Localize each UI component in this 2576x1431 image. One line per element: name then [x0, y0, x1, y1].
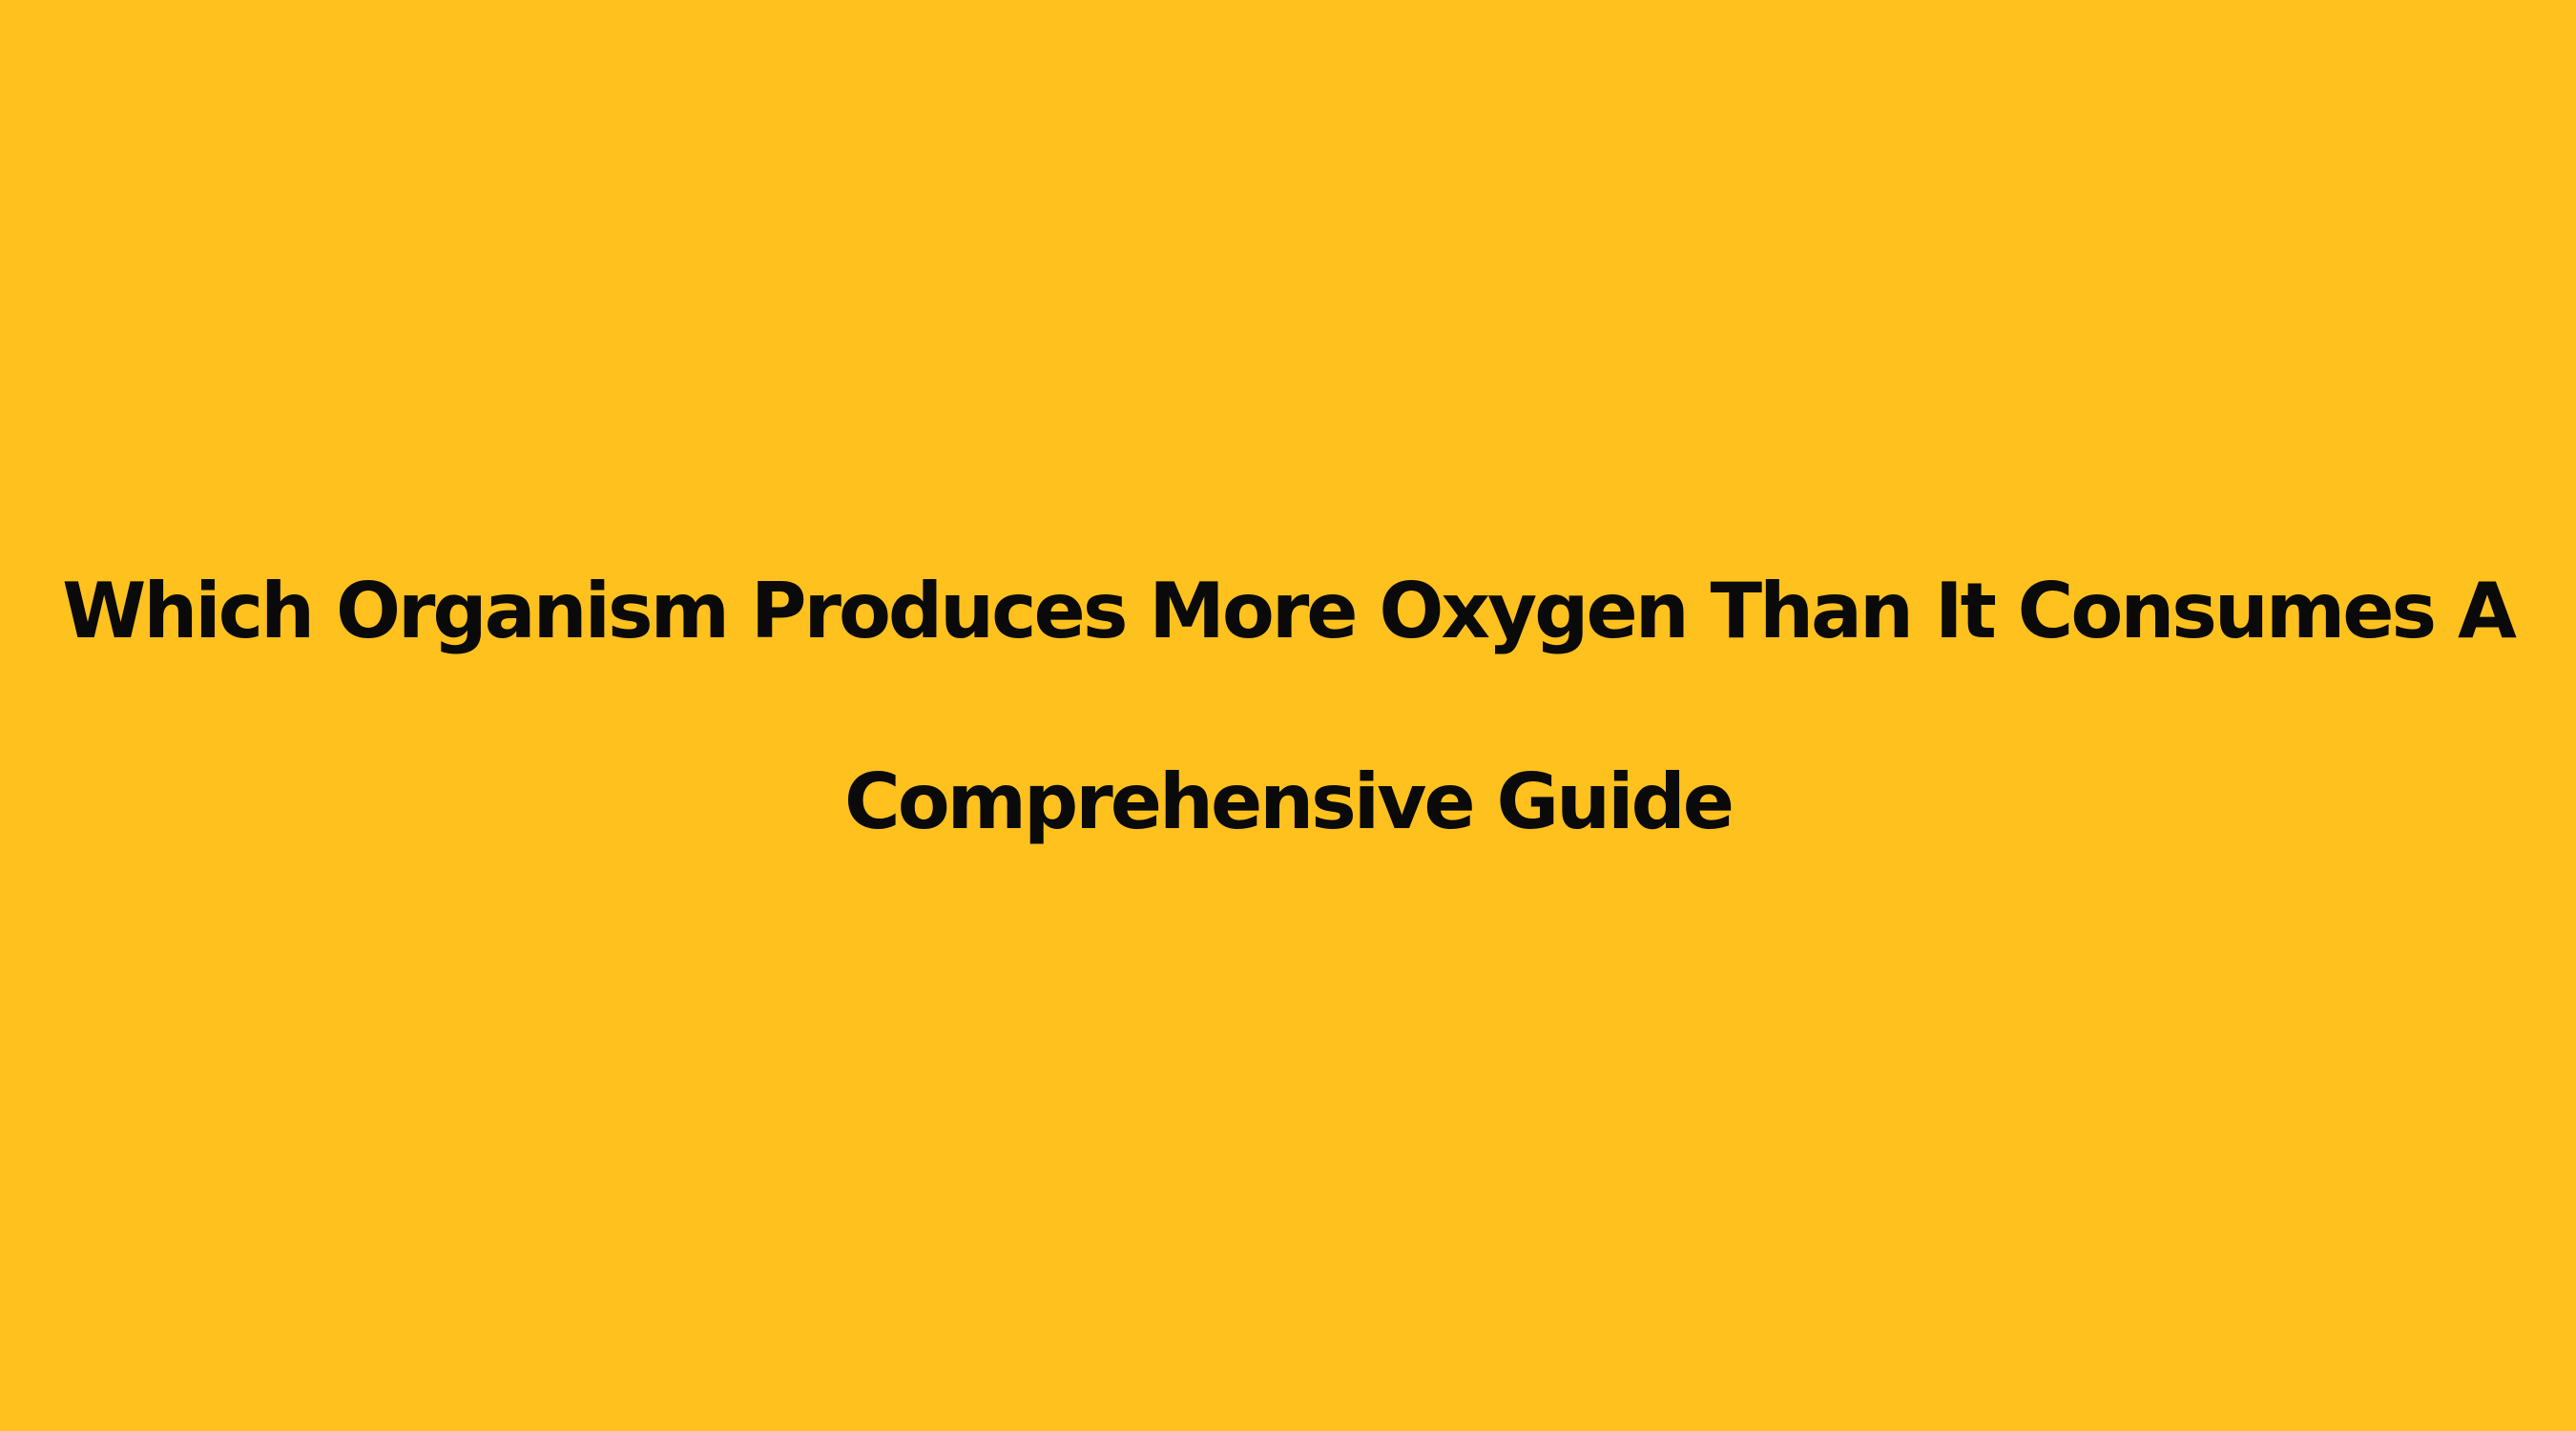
title-line-2: Comprehensive Guide [843, 757, 1735, 846]
page-title: Which Organism Produces More Oxygen Than… [0, 516, 2576, 898]
title-line-1: Which Organism Produces More Oxygen Than… [62, 567, 2517, 655]
